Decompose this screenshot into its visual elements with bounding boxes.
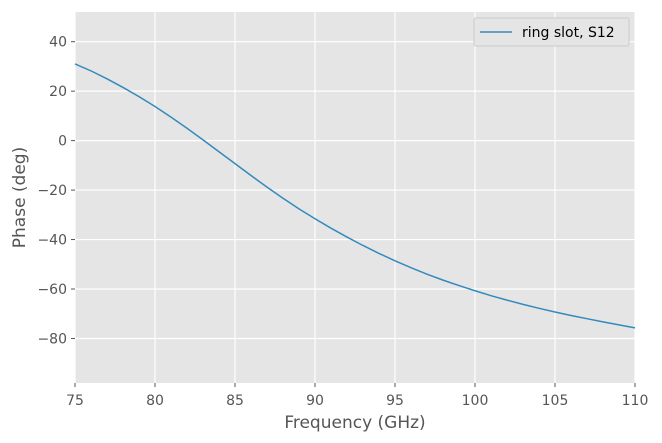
x-tick-label: 85 — [226, 393, 244, 409]
y-axis-label: Phase (deg) — [10, 147, 30, 248]
x-tick-label: 95 — [386, 393, 404, 409]
y-tick-label: −20 — [37, 183, 67, 199]
x-tick-label: 110 — [622, 393, 649, 409]
y-tick-label: −40 — [37, 233, 67, 249]
x-axis-label: Frequency (GHz) — [284, 413, 425, 433]
y-tick-label: 0 — [58, 134, 67, 150]
y-tick-label: 40 — [49, 35, 67, 51]
y-tick-label: 20 — [49, 84, 67, 100]
series-line — [74, 63, 636, 329]
x-tick-label: 100 — [462, 393, 489, 409]
plot-area — [75, 12, 635, 383]
x-tick-label: 90 — [306, 393, 324, 409]
y-tick-label: −80 — [37, 331, 67, 347]
grid — [74, 12, 636, 383]
y-axis-ticks: 40 20 0 −20 −40 −60 −80 — [37, 35, 75, 347]
legend-box — [473, 17, 630, 47]
legend-label: ring slot, S12 — [522, 25, 615, 41]
y-tick-label: −60 — [37, 282, 67, 298]
x-tick-label: 80 — [146, 393, 164, 409]
legend: ring slot, S12 — [473, 17, 630, 47]
x-tick-label: 75 — [66, 393, 84, 409]
x-axis-ticks: 75 80 85 90 95 100 105 110 — [66, 383, 648, 409]
series-layer — [74, 63, 636, 329]
x-tick-label: 105 — [542, 393, 569, 409]
